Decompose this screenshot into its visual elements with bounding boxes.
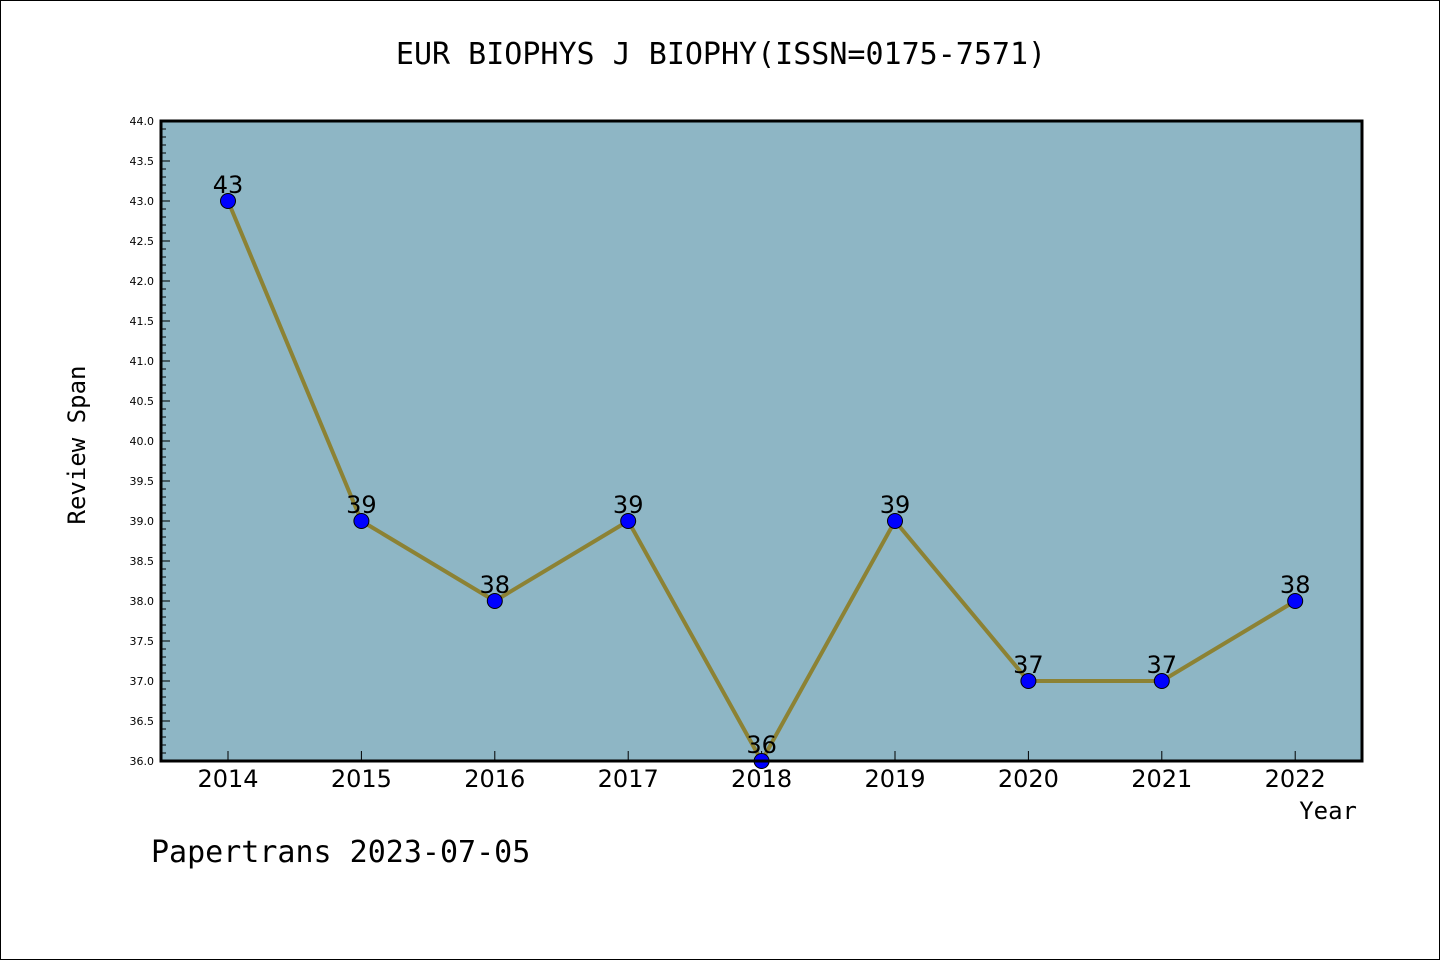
data-label: 39 [613,491,644,519]
x-tick-label: 2019 [864,765,925,793]
x-tick-label: 2015 [331,765,392,793]
x-tick-label: 2018 [731,765,792,793]
y-tick-label: 44.0 [130,115,155,128]
footer-text: Papertrans 2023-07-05 [151,835,531,870]
data-label: 36 [746,731,777,759]
chart-title: EUR BIOPHYS J BIOPHY(ISSN=0175-7571) [395,37,1047,72]
y-tick-label: 43.5 [130,155,155,168]
y-tick-label: 36.0 [130,755,155,768]
x-axis-label: Year [1299,797,1357,825]
y-tick-label: 38.0 [130,595,155,608]
plot-area [161,121,1362,761]
data-label: 37 [1013,651,1044,679]
y-tick-label: 38.5 [130,555,155,568]
y-tick-label: 39.0 [130,515,155,528]
y-tick-label: 42.0 [130,275,155,288]
y-tick-label: 41.0 [130,355,155,368]
data-point [1020,673,1037,689]
y-axis-label: Review Span [63,365,91,525]
x-tick-label: 2022 [1265,765,1326,793]
y-tick-label: 40.5 [130,395,155,408]
x-tick-label: 2017 [598,765,659,793]
y-tick-label: 43.0 [130,195,155,208]
data-label: 38 [1280,571,1311,599]
y-tick-label: 41.5 [130,315,155,328]
y-tick-label: 36.5 [130,715,155,728]
x-tick-label: 2021 [1131,765,1192,793]
data-label: 43 [213,171,244,199]
y-tick-label: 37.0 [130,675,155,688]
data-label: 39 [880,491,911,519]
x-tick-label: 2014 [197,765,258,793]
data-point [1153,673,1170,689]
data-point [887,513,903,529]
data-point [486,593,503,609]
y-tick-label: 42.5 [130,235,155,248]
data-label: 39 [346,491,377,519]
plot-border [159,119,1364,763]
y-tick-label: 40.0 [130,435,155,448]
data-point [620,513,637,529]
x-tick-label: 2016 [464,765,525,793]
y-tick-label: 37.5 [130,635,155,648]
data-label: 38 [480,571,511,599]
data-label: 37 [1147,651,1178,679]
x-tick-label: 2020 [998,765,1059,793]
data-point [1287,593,1304,609]
data-point [353,513,370,529]
data-point [220,193,236,209]
y-tick-label: 39.5 [130,475,155,488]
